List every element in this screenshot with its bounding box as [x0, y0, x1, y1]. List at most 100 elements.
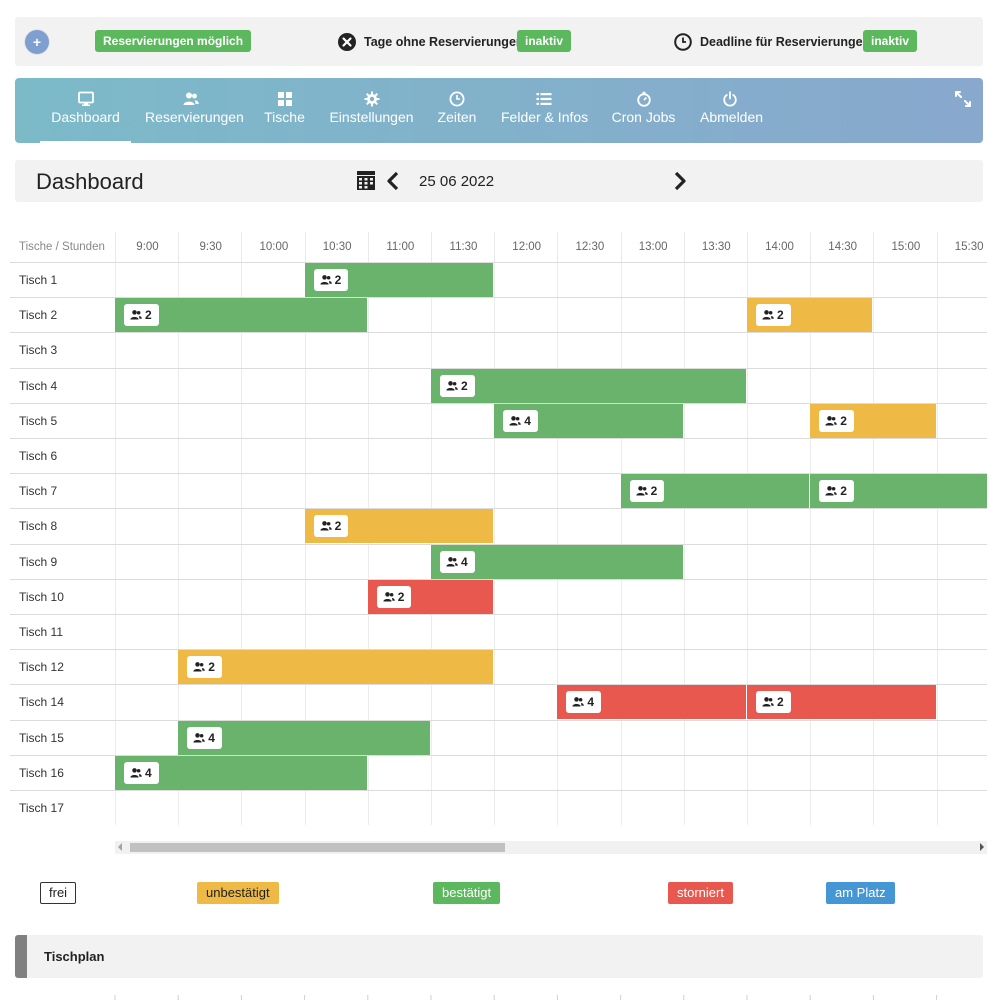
reservation-block[interactable]: 2 — [747, 298, 873, 333]
horizontal-scrollbar[interactable] — [115, 841, 987, 854]
users-icon — [383, 591, 395, 602]
guest-count: 2 — [208, 660, 215, 675]
guest-count: 2 — [840, 413, 847, 428]
days-without-reservations: Tage ohne Reservierungen — [338, 30, 524, 54]
reservation-block[interactable]: 2 — [810, 403, 936, 438]
guest-count-badge: 4 — [187, 726, 222, 749]
gear-icon — [364, 91, 379, 107]
reservation-block[interactable]: 4 — [557, 685, 746, 720]
reservation-block[interactable]: 2 — [115, 298, 367, 333]
time-header: 10:00 — [241, 232, 305, 262]
list-icon — [536, 93, 551, 105]
scrollbar-thumb[interactable] — [130, 843, 505, 852]
calendar-icon[interactable] — [357, 170, 375, 190]
nav-einstellungen[interactable]: Einstellungen — [329, 78, 414, 143]
nav-tische[interactable]: Tische — [262, 78, 307, 143]
current-date: 25 06 2022 — [419, 173, 495, 190]
clock-icon — [449, 91, 465, 107]
nav-abmelden[interactable]: Abmelden — [700, 78, 763, 143]
reservation-block[interactable]: 2 — [747, 685, 936, 720]
users-icon — [130, 310, 142, 320]
table-row: Tisch 7 — [10, 473, 987, 509]
clock-icon — [674, 33, 692, 51]
users-icon — [635, 486, 648, 496]
deadline-status-badge[interactable]: inaktiv — [863, 30, 918, 52]
reservation-block[interactable]: 2 — [620, 474, 810, 509]
power-icon — [723, 91, 737, 107]
grid-column-line — [367, 262, 369, 825]
nav-zeiten[interactable]: Zeiten — [436, 78, 478, 143]
expand-icon[interactable] — [955, 91, 971, 107]
reservation-block[interactable]: 4 — [494, 403, 683, 438]
grid-column-line — [557, 262, 559, 825]
reservation-block[interactable]: 4 — [115, 755, 367, 790]
grid-column-line — [494, 262, 496, 825]
table-row: Tisch 10 — [10, 578, 987, 615]
time-header: 13:30 — [683, 232, 748, 262]
nav-felder-infos[interactable]: Felder & Infos — [501, 78, 588, 143]
guest-count-badge: 4 — [503, 409, 538, 432]
guest-count: 2 — [334, 519, 342, 534]
scroll-right-arrow-icon[interactable] — [980, 843, 984, 851]
table-name: Tisch 4 — [19, 378, 58, 393]
table-row: Tisch 17 — [10, 790, 987, 825]
dashboard-header: Dashboard 25 06 2022 — [15, 160, 983, 202]
time-header: 14:30 — [810, 232, 874, 262]
table-name: Tisch 2 — [19, 308, 58, 323]
guest-count-badge: 2 — [440, 374, 475, 397]
reservation-block[interactable]: 2 — [304, 263, 494, 297]
guest-count-badge: 2 — [313, 269, 349, 291]
scroll-left-arrow-icon[interactable] — [118, 843, 122, 851]
table-row: Tisch 14 — [10, 684, 987, 720]
reservations-possible-badge[interactable]: Reservierungen möglich — [95, 30, 252, 52]
users-icon — [509, 415, 521, 426]
days-without-status-badge[interactable]: inaktiv — [517, 30, 572, 52]
deadline-reservations: Deadline für Reservierungen — [674, 30, 870, 54]
table-name: Tisch 11 — [19, 625, 64, 639]
nav-dashboard[interactable]: Dashboard — [40, 78, 131, 143]
grid-column-line — [241, 262, 243, 825]
main-navigation: Dashboard Reservierungen Tische Einstell… — [15, 78, 983, 143]
grid-column-line — [936, 262, 938, 825]
table-row: Tisch 12 — [10, 649, 987, 685]
table-name: Tisch 6 — [19, 449, 58, 463]
reservation-block[interactable]: 2 — [178, 650, 494, 685]
chevron-right-icon[interactable] — [673, 171, 687, 191]
reservation-block[interactable]: 2 — [810, 474, 987, 509]
reservation-block[interactable]: 4 — [178, 720, 430, 755]
table-name: Tisch 3 — [19, 343, 58, 358]
nav-cron-jobs[interactable]: Cron Jobs — [611, 78, 676, 143]
time-header: 15:00 — [873, 232, 937, 262]
table-row: Tisch 2 — [10, 297, 987, 333]
add-reservation-button[interactable]: + — [25, 30, 49, 54]
nav-reservierungen[interactable]: Reservierungen — [145, 78, 244, 143]
time-header: 10:30 — [304, 232, 369, 262]
table-name: Tisch 17 — [19, 801, 64, 815]
table-row: Tisch 6 — [10, 438, 987, 474]
table-row: Tisch 4 — [10, 367, 987, 404]
reservation-block[interactable]: 4 — [431, 544, 683, 579]
guest-count-badge: 2 — [376, 585, 412, 608]
nav-dashboard-label: Dashboard — [51, 109, 120, 125]
guest-count: 4 — [461, 554, 468, 569]
time-header: 12:30 — [557, 232, 621, 262]
table-name: Tisch 15 — [19, 730, 64, 745]
guest-count: 4 — [587, 695, 595, 710]
guest-count-badge: 2 — [756, 691, 791, 714]
page-title: Dashboard — [36, 169, 144, 194]
days-without-label: Tage ohne Reservierungen — [364, 35, 524, 49]
guest-count: 2 — [461, 378, 468, 393]
users-icon — [762, 310, 774, 320]
chevron-left-icon[interactable] — [386, 171, 400, 191]
guest-count-badge: 2 — [756, 304, 791, 327]
time-header: 15:30 — [936, 232, 987, 262]
tischplan-section-header[interactable]: Tischplan — [15, 935, 983, 978]
reservation-block[interactable]: 2 — [431, 368, 746, 403]
table-name: Tisch 16 — [19, 765, 64, 780]
time-header: 13:00 — [620, 232, 685, 262]
reservation-block[interactable]: 2 — [367, 579, 494, 614]
deadline-label: Deadline für Reservierungen — [700, 35, 871, 49]
guest-count-badge: 2 — [124, 304, 159, 327]
legend-am-platz: am Platz — [826, 882, 895, 904]
reservation-block[interactable]: 2 — [304, 509, 494, 544]
